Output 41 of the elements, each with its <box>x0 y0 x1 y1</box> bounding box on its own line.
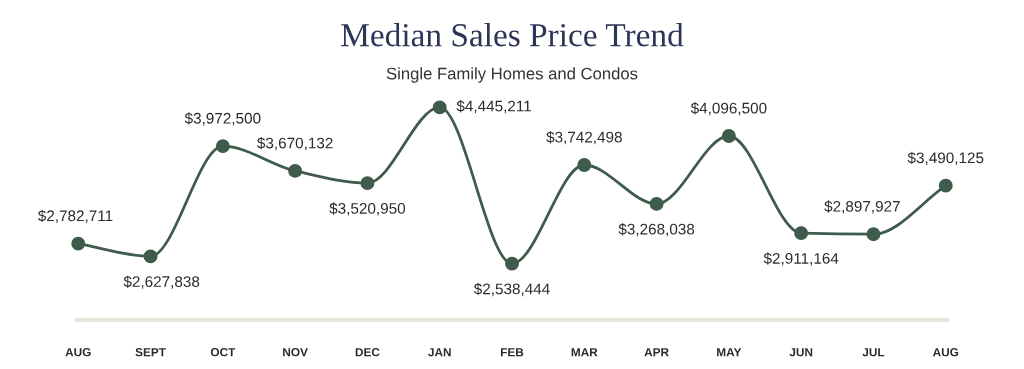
chart-subtitle: Single Family Homes and Condos <box>386 67 638 83</box>
point <box>432 100 447 115</box>
x-tick-label: JUN <box>789 348 813 357</box>
point <box>71 236 86 251</box>
x-tick-label: NOV <box>283 348 308 357</box>
x-tick-label: MAY <box>717 348 742 357</box>
x-tick-label: FEB <box>500 348 524 357</box>
point <box>577 158 592 172</box>
data-label: $4,096,500 <box>690 102 767 116</box>
x-tick-label: JUL <box>862 348 885 357</box>
point <box>288 163 303 178</box>
point <box>360 176 375 191</box>
x-tick-label: JAN <box>428 348 451 357</box>
data-label: $3,742,498 <box>546 131 622 145</box>
data-label: $3,972,500 <box>184 112 261 126</box>
x-tick-label: MAR <box>571 348 598 357</box>
point <box>794 226 809 241</box>
x-tick-label: OCT <box>210 348 236 357</box>
x-tick-label: APR <box>644 348 669 357</box>
data-label: $2,782,711 <box>37 209 113 223</box>
data-label: $2,538,444 <box>473 282 550 297</box>
point <box>938 178 953 193</box>
data-label: $3,520,950 <box>329 202 406 216</box>
chart-title: Median Sales Price Trend <box>341 22 684 47</box>
point <box>215 139 230 154</box>
point <box>143 249 158 264</box>
data-label: $4,445,211 <box>456 100 531 114</box>
point <box>721 129 736 143</box>
point <box>505 256 519 271</box>
x-tick-label: AUG <box>65 348 91 357</box>
x-tick-label: AUG <box>932 348 959 357</box>
point <box>649 196 664 211</box>
point <box>866 227 881 242</box>
x-tick-label: DEC <box>355 348 380 357</box>
data-label: $2,911,164 <box>763 252 839 266</box>
data-label: $3,490,125 <box>907 151 984 166</box>
data-label: $2,897,927 <box>824 200 900 214</box>
x-tick-label: SEPT <box>135 348 166 357</box>
data-label: $3,670,132 <box>257 137 333 151</box>
data-label: $3,268,038 <box>618 223 695 237</box>
data-label: $2,627,838 <box>123 275 200 289</box>
